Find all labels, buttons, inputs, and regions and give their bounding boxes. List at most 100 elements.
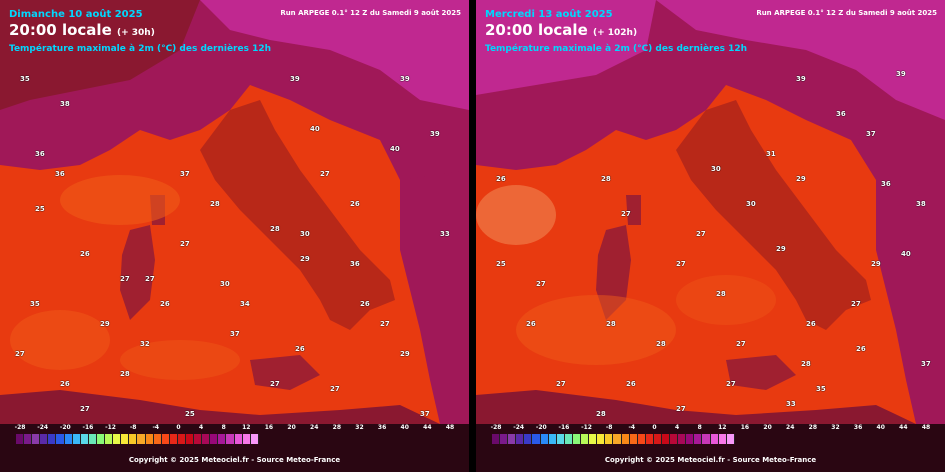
legend-tick-label: 28 — [808, 424, 818, 431]
legend-tick-label: 0 — [176, 424, 181, 431]
left-temperature-label: 36 — [35, 150, 45, 158]
right-temperature-label: 30 — [746, 200, 756, 208]
left-time-value: 20:00 locale — [9, 21, 112, 39]
left-temperature-label: 30 — [220, 280, 230, 288]
legend-color-cell — [508, 434, 517, 444]
legend-tick-label: 12 — [242, 424, 251, 431]
legend-tick-label: -20 — [59, 424, 71, 431]
right-temperature-label: 26 — [626, 380, 636, 388]
right-temperature-label: 36 — [881, 180, 891, 188]
legend-tick-label: 28 — [332, 424, 342, 431]
legend-color-cell — [96, 434, 106, 444]
right-temperature-label: 31 — [766, 150, 776, 158]
legend-color-cell — [581, 434, 590, 444]
left-temperature-label: 39 — [430, 130, 440, 138]
left-temperature-label: 27 — [270, 380, 280, 388]
right-temperature-label: 26 — [526, 320, 536, 328]
right-temperature-label: 30 — [711, 165, 721, 173]
left-temperature-label: 27 — [145, 275, 155, 283]
legend-color-cell — [629, 434, 638, 444]
legend-tick-label: -24 — [513, 424, 525, 431]
right-run-info: Run ARPEGE 0.1° 12 Z du Samedi 9 août 20… — [756, 9, 937, 17]
legend-color-cell — [72, 434, 81, 444]
legend-color-cell — [105, 434, 114, 444]
right-temperature-label: 27 — [676, 260, 686, 268]
legend-tick-label: 12 — [718, 424, 727, 431]
legend-color-cell — [48, 434, 57, 444]
right-temperature-label: 29 — [796, 175, 806, 183]
legend-tick-label: 36 — [377, 424, 387, 431]
left-temperature-label: 37 — [230, 330, 240, 338]
legend-color-cell — [726, 434, 735, 444]
right-temperature-label: 33 — [786, 400, 796, 408]
right-temperature-label: 29 — [871, 260, 881, 268]
right-lead-time: (+ 102h) — [592, 28, 638, 38]
legend-tick-label: 44 — [423, 424, 432, 431]
legend-color-cell — [56, 434, 65, 444]
legend-tick-label: -24 — [37, 424, 49, 431]
right-temperature-label: 27 — [726, 380, 736, 388]
legend-color-cell — [718, 434, 727, 444]
legend-color-cell — [670, 434, 679, 444]
legend-color-cell — [710, 434, 719, 444]
left-temperature-label: 36 — [350, 260, 360, 268]
legend-tick-label: -28 — [14, 424, 26, 431]
legend-color-cell — [16, 434, 25, 444]
legend-tick-label: 40 — [400, 424, 409, 431]
right-temperature-label: 37 — [866, 130, 876, 138]
left-temperature-label: 29 — [400, 350, 410, 358]
right-variable-title: Température maximale à 2m (°C) des derni… — [485, 44, 748, 54]
legend-color-cell — [80, 434, 89, 444]
legend-color-cell — [532, 434, 541, 444]
legend-color-cell — [194, 434, 203, 444]
left-legend-scale — [16, 434, 259, 444]
legend-tick-label: -16 — [558, 424, 570, 431]
legend-color-cell — [210, 434, 219, 444]
right-copyright: Copyright © 2025 Meteociel.fr - Source M… — [604, 456, 817, 464]
legend-color-cell — [121, 434, 130, 444]
right-temperature-label: 26 — [856, 345, 866, 353]
left-legend-ticks: -28 -24 -20 -16 -12 -8 -4 0 4 8 12 16 20 24 28 32 36 40 44… — [14, 424, 456, 434]
right-temperature-label: 27 — [676, 405, 686, 413]
legend-color-cell — [686, 434, 695, 444]
legend-color-cell — [24, 434, 33, 444]
right-temperature-label: 36 — [836, 110, 846, 118]
legend-tick-label: -28 — [490, 424, 502, 431]
legend-tick-label: 48 — [445, 424, 455, 431]
right-temperature-label: 27 — [536, 280, 546, 288]
legend-color-cell — [40, 434, 49, 444]
legend-color-cell — [645, 434, 654, 444]
right-time: 20:00 locale (+ 102h) — [485, 21, 637, 39]
left-temperature-label: 26 — [350, 200, 360, 208]
right-temperature-label: 39 — [796, 75, 806, 83]
right-temperature-label: 27 — [851, 300, 861, 308]
legend-color-cell — [516, 434, 525, 444]
legend-color-cell — [556, 434, 565, 444]
right-temperature-label: 37 — [921, 360, 931, 368]
legend-tick-label: 8 — [221, 424, 226, 431]
left-temperature-label: 27 — [120, 275, 130, 283]
right-legend-scale — [492, 434, 735, 444]
right-map-panel: Mercredi 13 août 2025 20:00 locale (+ 10… — [476, 0, 945, 472]
legend-color-cell — [678, 434, 687, 444]
legend-color-cell — [202, 434, 211, 444]
left-temperature-label: 28 — [270, 225, 280, 233]
legend-color-cell — [605, 434, 614, 444]
right-temperature-label: 40 — [901, 250, 911, 258]
left-temperature-label: 39 — [400, 75, 410, 83]
legend-tick-label: 4 — [198, 424, 204, 431]
legend-tick-label: -4 — [628, 424, 636, 431]
legend-color-cell — [564, 434, 573, 444]
legend-color-cell — [524, 434, 533, 444]
left-temperature-label: 36 — [55, 170, 65, 178]
legend-color-cell — [32, 434, 41, 444]
right-temperature-map — [476, 0, 945, 424]
left-temperature-label: 40 — [390, 145, 400, 153]
legend-color-cell — [153, 434, 162, 444]
legend-color-cell — [169, 434, 178, 444]
right-temperature-label: 28 — [601, 175, 611, 183]
left-temperature-label: 27 — [320, 170, 330, 178]
legend-color-cell — [540, 434, 549, 444]
legend-color-cell — [653, 434, 662, 444]
legend-color-cell — [226, 434, 235, 444]
